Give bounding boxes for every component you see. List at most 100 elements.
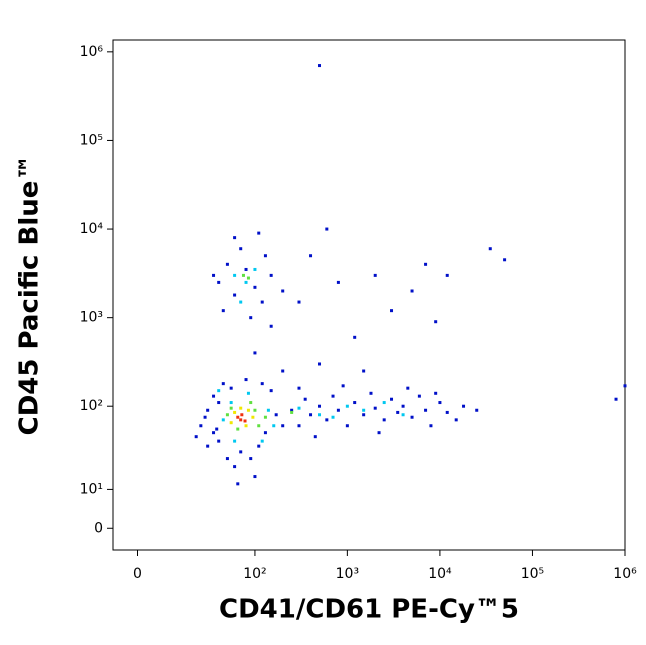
event-point xyxy=(217,401,221,405)
event-point xyxy=(362,408,366,412)
event-point xyxy=(246,276,250,280)
event-point xyxy=(212,431,216,435)
event-point xyxy=(401,413,405,417)
event-point xyxy=(475,408,479,412)
event-point xyxy=(233,273,237,277)
event-point xyxy=(424,262,428,266)
event-point xyxy=(260,439,264,443)
event-point xyxy=(373,273,377,277)
event-point xyxy=(215,427,219,431)
x-tick-label: 0 xyxy=(133,566,142,582)
event-point xyxy=(263,415,267,419)
event-point xyxy=(272,424,276,428)
event-point xyxy=(249,316,253,320)
event-point xyxy=(246,408,250,412)
event-point xyxy=(253,267,257,271)
event-point xyxy=(236,427,240,431)
event-point xyxy=(331,415,335,419)
event-point xyxy=(203,415,207,419)
event-point xyxy=(236,482,240,486)
y-tick-label: 10⁶ xyxy=(80,44,104,60)
event-point xyxy=(377,431,381,435)
event-point xyxy=(206,408,210,412)
event-point xyxy=(221,418,225,422)
event-point xyxy=(229,401,233,405)
x-axis-title: CD41/CD61 PE-Cy™5 xyxy=(219,595,519,625)
event-point xyxy=(454,418,458,422)
event-point xyxy=(233,439,237,443)
event-point xyxy=(297,406,301,410)
event-point xyxy=(309,254,313,258)
event-point xyxy=(260,300,264,304)
event-point xyxy=(297,424,301,428)
event-point xyxy=(236,415,240,419)
y-tick-label: 10² xyxy=(80,398,103,414)
event-point xyxy=(445,410,449,414)
x-tick-label: 10⁵ xyxy=(521,566,544,582)
event-point xyxy=(369,391,373,395)
event-point xyxy=(345,404,349,408)
event-point xyxy=(336,408,340,412)
event-point xyxy=(390,309,394,313)
event-point xyxy=(263,254,267,258)
event-point xyxy=(313,435,317,439)
event-point xyxy=(233,293,237,297)
event-point xyxy=(438,401,442,405)
event-point xyxy=(373,406,377,410)
y-tick-label: 10³ xyxy=(80,310,103,326)
event-point xyxy=(229,406,233,410)
event-point xyxy=(244,378,248,382)
event-point xyxy=(382,401,386,405)
event-point xyxy=(239,418,243,422)
event-point xyxy=(318,362,322,366)
event-point xyxy=(331,394,335,398)
event-point xyxy=(257,231,261,235)
event-point xyxy=(410,415,414,419)
event-point xyxy=(274,413,278,417)
event-point xyxy=(318,404,322,408)
event-point xyxy=(290,410,294,414)
event-point xyxy=(290,408,294,412)
event-point xyxy=(253,351,257,355)
event-point xyxy=(318,64,322,68)
event-point xyxy=(406,386,410,390)
event-point xyxy=(253,475,257,479)
event-point xyxy=(424,408,428,412)
event-point xyxy=(239,300,243,304)
event-point xyxy=(281,424,285,428)
event-point xyxy=(297,300,301,304)
event-point xyxy=(233,236,237,240)
event-point xyxy=(217,389,221,393)
event-point xyxy=(263,431,267,435)
event-point xyxy=(244,267,248,271)
event-point xyxy=(229,386,233,390)
event-point xyxy=(488,247,492,251)
event-point xyxy=(362,413,366,417)
y-tick-label: 10⁵ xyxy=(80,132,103,148)
event-point xyxy=(362,369,366,373)
event-point xyxy=(199,424,203,428)
event-point xyxy=(336,280,340,284)
event-point xyxy=(217,439,221,443)
event-point xyxy=(241,273,245,277)
y-tick-label: 0 xyxy=(94,520,103,536)
event-point xyxy=(297,386,301,390)
event-point xyxy=(269,273,273,277)
event-point xyxy=(353,335,357,339)
x-tick-label: 10² xyxy=(243,566,266,582)
event-point xyxy=(240,413,244,417)
event-point xyxy=(353,401,357,405)
event-point xyxy=(623,384,627,388)
event-point xyxy=(325,227,329,231)
event-point xyxy=(257,444,261,448)
event-point xyxy=(303,397,307,401)
event-point xyxy=(233,410,237,414)
event-point xyxy=(239,406,243,410)
event-point xyxy=(325,418,329,422)
event-point xyxy=(434,391,438,395)
event-point xyxy=(396,410,400,414)
event-point xyxy=(212,394,216,398)
event-point xyxy=(434,320,438,324)
event-point xyxy=(429,424,433,428)
